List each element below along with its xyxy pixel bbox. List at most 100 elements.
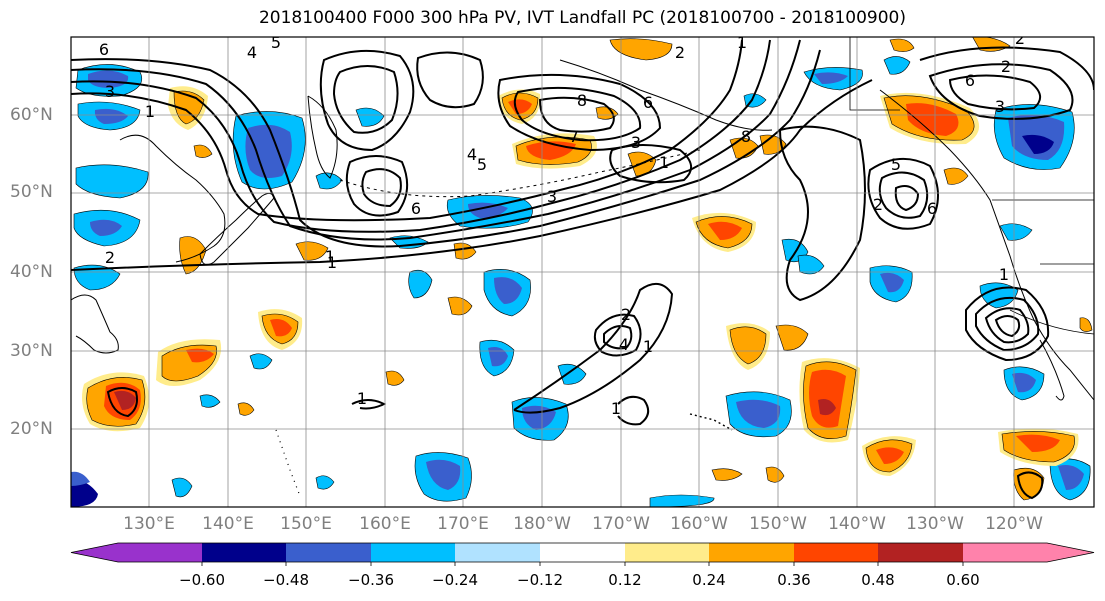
negative-region	[797, 254, 825, 275]
colorbar-bin	[794, 543, 878, 562]
negative-region	[557, 363, 587, 385]
positive-region	[775, 324, 809, 351]
graticule	[71, 37, 1094, 507]
pv-contour	[319, 49, 415, 152]
pv-contour	[513, 86, 642, 142]
contour-label: 1	[611, 399, 621, 418]
lon-label: 140°W	[828, 514, 886, 534]
pv-contour	[351, 399, 387, 410]
negative-region	[1058, 465, 1084, 490]
contour-label: 2	[1001, 57, 1011, 76]
colorbar-bin	[286, 543, 371, 562]
pv-contour	[894, 185, 920, 212]
pv-contour	[593, 313, 642, 357]
negative-region	[71, 471, 90, 486]
contour-label: 1	[327, 253, 337, 272]
contour-label: 4	[247, 43, 257, 62]
contour-label: 2	[1015, 29, 1025, 48]
contour-label: 5	[271, 33, 281, 52]
colorbar-tick-label: −0.48	[263, 571, 309, 589]
negative-region	[88, 70, 129, 88]
positive-region	[186, 348, 214, 363]
negative-region	[880, 272, 904, 293]
contour-label: 3	[105, 82, 115, 101]
negative-region	[249, 353, 273, 370]
colorbar-tick-label: −0.24	[432, 571, 478, 589]
pv-contour	[975, 296, 1040, 352]
negative-region	[245, 124, 292, 178]
contour-label: 1	[643, 337, 653, 356]
negative-region	[426, 459, 461, 490]
positive-region	[1079, 317, 1093, 332]
negative-region	[171, 477, 193, 498]
colorbar-tick-label: −0.60	[179, 571, 225, 589]
positive-region	[729, 326, 767, 365]
positive-region	[708, 221, 742, 240]
lat-label: 60°N	[10, 105, 53, 125]
negative-region	[468, 202, 508, 218]
negative-region	[494, 277, 522, 304]
negative-region	[94, 108, 128, 124]
positive-region	[876, 447, 904, 464]
lon-label: 180°W	[513, 514, 571, 534]
contour-label: 6	[961, 15, 971, 34]
colorbar-bin	[202, 543, 286, 562]
negative-region	[408, 269, 433, 299]
contour-label: 2	[873, 195, 883, 214]
positive-region	[193, 144, 213, 158]
border-line	[849, 37, 900, 111]
pv-contour	[617, 395, 650, 426]
lon-label: 170°W	[592, 514, 650, 534]
asia-coastline	[71, 294, 119, 354]
lon-label: 170°E	[437, 514, 489, 534]
pv-contour	[538, 96, 615, 133]
colorbar-bin	[625, 543, 709, 562]
negative-region	[315, 172, 343, 190]
positive-region	[270, 319, 292, 337]
pv-contour	[919, 46, 1094, 91]
island-dots	[275, 429, 301, 497]
contour-label: 2	[675, 43, 685, 62]
negative-region	[488, 347, 508, 367]
contour-label: 4	[467, 145, 477, 164]
lon-label: 160°E	[359, 514, 411, 534]
lon-label: 120°W	[985, 514, 1043, 534]
colorbar-outline	[70, 542, 1095, 563]
negative-region	[1012, 372, 1036, 393]
pv-contour	[1016, 471, 1044, 500]
positive-region	[711, 468, 743, 481]
pv-contour	[361, 168, 402, 208]
colorbar-bin	[118, 543, 202, 562]
negative-region	[736, 399, 781, 428]
contour-label: 5	[891, 155, 901, 174]
colorbar-bin	[455, 543, 540, 562]
lat-label: 20°N	[10, 419, 53, 439]
colorbar-tick-label: 0.12	[608, 571, 642, 589]
lon-label: 130°W	[906, 514, 964, 534]
contour-label: 6	[643, 93, 653, 112]
lon-label: 160°W	[670, 514, 728, 534]
positive-region	[1016, 434, 1060, 452]
contour-label: 7	[569, 127, 579, 146]
contour-label: 1	[145, 102, 155, 121]
contour-label: 8	[741, 127, 751, 146]
pv-contour	[867, 157, 939, 230]
contour-label: 6	[411, 199, 421, 218]
colorbar-bin	[878, 543, 963, 562]
negative-region	[979, 282, 1019, 309]
contour-label: 1	[737, 33, 747, 52]
pv-contour	[71, 79, 873, 271]
negative-region	[1022, 134, 1054, 154]
colorbar-bin	[709, 543, 794, 562]
contour-label: 2	[105, 248, 115, 267]
positive-region	[809, 369, 846, 428]
alaska-coastline	[559, 59, 773, 131]
colorbar-tick-label: 0.36	[777, 571, 811, 589]
positive-region	[889, 38, 915, 52]
pv-contour	[603, 325, 633, 350]
positive-region	[818, 399, 836, 416]
baja-coastline	[1039, 339, 1065, 401]
positive-region	[237, 402, 255, 416]
